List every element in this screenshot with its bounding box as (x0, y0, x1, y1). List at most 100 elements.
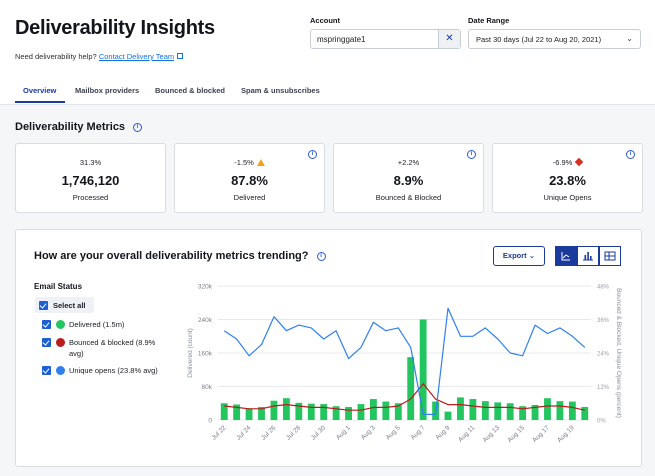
delivered-bar (506, 403, 514, 420)
x-tick-label: Aug 9 (434, 424, 451, 441)
legend-label: Bounced & blocked (8.9% (69, 338, 156, 347)
trend-panel: How are your overall deliverability metr… (15, 229, 642, 467)
info-icon[interactable]: i (467, 150, 476, 159)
active-tab-indicator (15, 101, 65, 103)
help-text: Need deliverability help? Contact Delive… (15, 52, 184, 61)
x-tick-label: Jul 24 (235, 424, 252, 441)
tab-spam-unsubscribes[interactable]: Spam & unsubscribes (241, 86, 320, 95)
x-tick-label: Aug 5 (385, 424, 402, 441)
x-tick-label: Aug 15 (507, 424, 527, 444)
x-tick-label: Jul 22 (210, 424, 227, 441)
external-link-icon (177, 53, 184, 60)
legend-label: Unique opens (23.8% avg) (69, 366, 158, 375)
delivered-bar (332, 406, 340, 420)
metric-value: 1,746,120 (61, 173, 120, 188)
info-icon[interactable]: i (626, 150, 635, 159)
delivered-bar (394, 403, 402, 420)
delivered-bar (282, 398, 290, 420)
y-axis-right-title: Bounced & Blocked, Unique Opens (percent… (615, 288, 622, 418)
y-tick-right: 24% (597, 352, 610, 358)
metric-card-bounced-blocked: i +2.2% 8.9% Bounced & Blocked (333, 143, 484, 213)
delivered-bar (568, 401, 576, 420)
x-tick-label: Jul 28 (285, 424, 302, 441)
help-label: Need deliverability help? (15, 52, 97, 61)
metric-change: -1.5% (234, 158, 254, 167)
delivered-bar (220, 403, 228, 420)
metrics-title-text: Deliverability Metrics (15, 121, 126, 133)
line-chart-icon (561, 252, 570, 261)
delivered-bar (407, 357, 415, 420)
delivered-bar (320, 404, 328, 420)
metric-value: 87.8% (231, 173, 268, 188)
export-label: Export (502, 251, 527, 260)
delivered-bar (295, 402, 303, 420)
info-icon[interactable]: i (133, 122, 143, 132)
tab-bounced-blocked[interactable]: Bounced & blocked (155, 86, 226, 95)
y-tick-left: 160k (198, 351, 213, 358)
delivered-bar (469, 399, 477, 420)
delivered-bar (345, 407, 352, 420)
delivered-bar (245, 408, 253, 420)
bar-chart-view-button[interactable] (577, 246, 599, 266)
legend-label-cont: avg) (69, 349, 84, 358)
account-field[interactable]: mspringgate1 ✕ (310, 29, 461, 49)
unique-opens-dot-icon (56, 366, 65, 375)
info-icon[interactable]: i (316, 251, 326, 261)
y-tick-left: 320k (198, 284, 213, 291)
x-tick-label: Aug 7 (410, 424, 427, 441)
bounced-blocked-line (224, 383, 585, 411)
checkbox-checked-icon (42, 320, 51, 329)
metric-change-row: -1.5% (175, 158, 324, 167)
metric-change: -6.9% (552, 158, 573, 167)
chevron-down-icon: ⌄ (528, 251, 536, 260)
legend-label: Delivered (1.5m) (69, 320, 125, 329)
date-range-select[interactable]: Past 30 days (Jul 22 to Aug 20, 2021) ⌄ (468, 29, 641, 49)
header-divider (0, 104, 655, 105)
date-range-value: Past 30 days (Jul 22 to Aug 20, 2021) (476, 35, 602, 44)
line-chart-view-button[interactable] (555, 246, 577, 266)
alert-icon (575, 157, 584, 167)
delivered-bar (369, 399, 377, 420)
info-icon[interactable]: i (308, 150, 317, 159)
y-axis-left-title: Delivered (count) (187, 328, 194, 378)
metrics-section-title: Deliverability Metrics i (15, 121, 143, 133)
y-tick-right: 48% (597, 285, 610, 291)
metric-card-processed: 31.3% 1,746,120 Processed (15, 143, 166, 213)
metric-label: Processed (72, 193, 109, 202)
account-value[interactable]: mspringgate1 (317, 35, 366, 44)
checkbox-checked-icon (42, 338, 51, 347)
x-tick-label: Aug 13 (482, 424, 502, 444)
export-button[interactable]: Export ⌄ (493, 246, 545, 266)
x-tick-label: Aug 17 (531, 424, 551, 444)
trend-title-text: How are your overall deliverability metr… (34, 250, 309, 262)
tab-overview[interactable]: Overview (23, 86, 57, 95)
metric-label: Delivered (233, 193, 266, 202)
y-tick-right: 0% (597, 419, 606, 425)
y-tick-left: 0 (208, 418, 212, 425)
clear-account-button[interactable]: ✕ (438, 30, 460, 48)
x-tick-label: Aug 11 (457, 424, 476, 443)
delivered-bar (544, 398, 551, 420)
metric-card-unique-opens: i -6.9% 23.8% Unique Opens (492, 143, 643, 213)
delivered-bar (270, 400, 278, 420)
delivered-bar (494, 402, 502, 420)
bounced-dot-icon (56, 338, 65, 347)
delivered-bar (357, 404, 365, 420)
delivered-bar (233, 404, 241, 420)
email-status-title: Email Status (34, 282, 83, 291)
delivered-bar (307, 403, 315, 420)
select-all-row (35, 297, 94, 313)
tab-mailbox-providers[interactable]: Mailbox providers (75, 86, 140, 95)
chevron-down-icon: ⌄ (626, 34, 633, 43)
deliverability-trend-chart[interactable]: 0 80k 160k 240k 320k 0% 12% 24% 36% 48% Delivered … (176, 270, 636, 470)
x-tick-label: Jul 26 (260, 424, 277, 441)
delivered-bar (556, 401, 564, 420)
delivered-bar (382, 401, 390, 420)
table-view-button[interactable] (599, 246, 621, 266)
contact-delivery-team-link[interactable]: Contact Delivery Team (98, 52, 175, 61)
select-all-label: Select all (53, 301, 86, 310)
delivered-bar (419, 319, 427, 420)
delivered-bar (519, 406, 527, 420)
delivered-bar (457, 397, 464, 420)
delivered-bar (481, 401, 489, 420)
